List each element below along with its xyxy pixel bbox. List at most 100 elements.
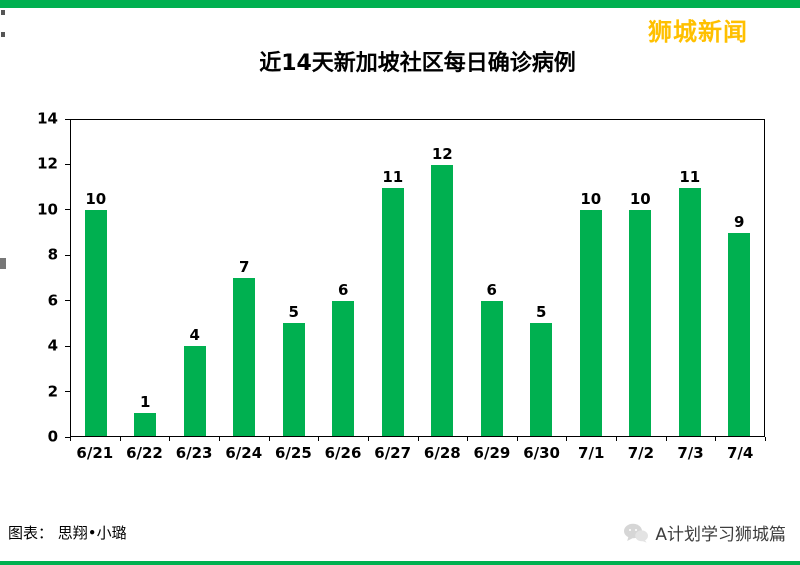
bar-value-label: 9	[734, 212, 745, 231]
x-axis-tick	[268, 437, 270, 441]
x-axis-tick	[715, 437, 717, 441]
bar-rect	[678, 187, 701, 436]
top-accent-bar	[0, 0, 800, 8]
y-tick-label: 8	[47, 245, 58, 264]
bar-value-label: 12	[431, 145, 453, 164]
x-tick-label: 6/28	[423, 444, 461, 462]
bar-6/21: 10	[71, 120, 121, 436]
x-tick-label: 6/25	[274, 444, 312, 462]
bar-6/28: 12	[418, 120, 468, 436]
y-tick-label: 2	[47, 382, 58, 401]
x-tick-label: 7/1	[578, 444, 605, 462]
y-tick-label: 12	[37, 154, 58, 173]
plot-wrap: 0 2 4 6 8 10 12 14 10 1 4 7 5 6 11 12 6 5 10 10 11 9 6/21 6/2…	[37, 111, 766, 462]
x-axis-tickmarks	[70, 437, 766, 442]
bar-chart: 近14天新加坡社区每日确诊病例 0 2 4 6 8 10 12 14 10 1 4 7 5 6 11 12 6…	[37, 45, 766, 462]
x-axis-tick	[367, 437, 369, 441]
bar-6/23: 4	[170, 120, 220, 436]
x-axis-tick	[616, 437, 618, 441]
bar-rect	[183, 345, 206, 436]
bar-value-label: 5	[536, 303, 547, 322]
bar-rect	[629, 210, 652, 436]
wechat-icon	[624, 523, 649, 543]
bar-rect	[282, 323, 305, 436]
bar-7/4: 9	[715, 120, 765, 436]
x-tick-label: 6/22	[126, 444, 163, 462]
x-axis-tick	[516, 437, 518, 441]
x-tick-label: 7/3	[677, 444, 704, 462]
bar-7/1: 10	[566, 120, 616, 436]
x-axis: 6/21 6/22 6/23 6/24 6/25 6/26 6/27 6/28 6/29 6/30…	[70, 444, 765, 462]
bar-6/26: 6	[319, 120, 369, 436]
bar-value-label: 1	[140, 393, 151, 412]
x-axis-tick	[417, 437, 419, 441]
bar-value-label: 5	[288, 303, 299, 322]
x-axis-tick	[467, 437, 469, 441]
bar-value-label: 7	[239, 258, 250, 276]
y-axis: 0 2 4 6 8 10 12 14	[22, 111, 70, 444]
x-axis-tick	[566, 437, 568, 441]
x-axis-tick	[169, 437, 171, 441]
bar-7/3: 11	[665, 120, 715, 436]
x-axis-tick	[119, 437, 121, 441]
bar-6/30: 5	[517, 120, 567, 436]
bar-rect	[84, 210, 107, 436]
x-tick-label: 6/26	[324, 444, 362, 462]
bottom-accent-bar	[0, 561, 800, 565]
chart-title: 近14天新加坡社区每日确诊病例	[259, 51, 576, 76]
y-axis-tick	[65, 300, 70, 302]
x-tick-label: 6/30	[523, 444, 560, 462]
y-axis-tick	[65, 436, 70, 438]
x-tick-label: 7/2	[627, 444, 655, 462]
y-axis-tick	[65, 345, 70, 347]
bar-rect	[233, 278, 256, 436]
y-axis-tick	[65, 209, 70, 211]
chart-credit: 图表： 思翔•小璐	[8, 524, 127, 542]
bar-6/27: 11	[368, 120, 418, 436]
y-tick-label: 0	[47, 427, 58, 446]
bar-rect	[431, 165, 454, 436]
bar-7/2: 10	[616, 120, 666, 436]
x-axis-tick	[665, 437, 667, 441]
screen-artifact	[1, 10, 5, 15]
bar-rect	[579, 210, 602, 436]
bar-rect	[134, 413, 157, 436]
screen-artifact	[1, 32, 5, 37]
x-tick-label: 6/24	[225, 444, 263, 462]
bar-rect	[480, 300, 503, 436]
bar-value-label: 10	[85, 190, 107, 209]
bar-6/24: 7	[220, 120, 270, 436]
bar-value-label: 10	[580, 190, 602, 209]
x-axis-tick	[218, 437, 220, 441]
bar-rect	[530, 323, 553, 436]
plot-area: 10 1 4 7 5 6 11 12 6 5 10 10 11 9	[70, 119, 765, 437]
x-tick-label: 6/21	[76, 444, 114, 462]
bar-rect	[728, 232, 751, 436]
y-axis-tick	[65, 391, 70, 393]
x-axis-tick	[70, 437, 71, 441]
bar-value-label: 11	[382, 167, 404, 186]
x-tick-label: 6/29	[473, 444, 511, 462]
x-tick-label: 7/4	[726, 444, 754, 462]
bar-rect	[332, 300, 355, 436]
y-axis-tick	[65, 163, 70, 165]
x-tick-label: 6/27	[374, 444, 412, 462]
x-axis-tick	[765, 437, 766, 441]
wechat-account-name: A计划学习狮城篇	[655, 525, 786, 545]
y-tick-label: 10	[37, 200, 58, 219]
bar-value-label: 10	[629, 190, 651, 209]
bar-6/22: 1	[121, 120, 171, 436]
y-axis-tick	[65, 118, 70, 120]
y-tick-label: 4	[47, 336, 58, 355]
brand-logo-text: 狮城新闻	[648, 18, 748, 46]
x-axis-tick	[318, 437, 320, 441]
bar-value-label: 4	[189, 325, 200, 344]
bar-6/25: 5	[269, 120, 319, 436]
bar-6/29: 6	[467, 120, 517, 436]
screen-artifact	[0, 258, 6, 269]
bar-value-label: 6	[338, 280, 349, 299]
x-tick-label: 6/23	[175, 444, 213, 462]
y-axis-tick	[65, 254, 70, 256]
y-tick-label: 6	[47, 291, 58, 310]
